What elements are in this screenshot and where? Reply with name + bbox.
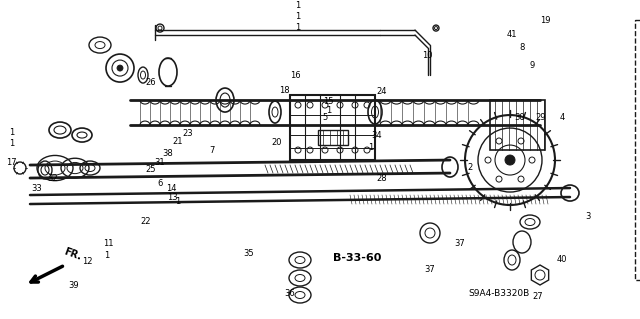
- Text: 11: 11: [104, 239, 114, 248]
- Text: 6: 6: [157, 179, 163, 188]
- Text: 7: 7: [210, 146, 215, 155]
- Text: 31: 31: [155, 158, 165, 167]
- Text: 1: 1: [9, 128, 14, 137]
- Text: 26: 26: [145, 78, 156, 87]
- Circle shape: [505, 155, 515, 165]
- Text: 39: 39: [68, 281, 79, 290]
- Text: 20: 20: [272, 138, 282, 147]
- Text: 35: 35: [243, 249, 253, 258]
- Text: 15: 15: [323, 97, 333, 106]
- Text: 33: 33: [32, 184, 42, 193]
- Circle shape: [117, 65, 123, 71]
- Text: 1: 1: [9, 139, 14, 148]
- Bar: [635, 20, 640, 280]
- Text: 17: 17: [6, 158, 17, 167]
- Bar: [290, 95, 375, 160]
- Text: 30: 30: [515, 113, 525, 122]
- Text: 38: 38: [163, 149, 173, 158]
- Text: 28: 28: [377, 174, 387, 182]
- Text: B-33-60: B-33-60: [333, 253, 381, 263]
- Text: 1: 1: [369, 143, 374, 152]
- Text: 34: 34: [371, 131, 381, 140]
- Text: FR.: FR.: [62, 247, 83, 262]
- Text: 3: 3: [585, 212, 590, 221]
- Bar: [318, 130, 348, 145]
- Text: 16: 16: [291, 71, 301, 80]
- Text: 2: 2: [468, 163, 473, 172]
- Text: 8: 8: [519, 43, 524, 52]
- Text: 1: 1: [295, 1, 300, 10]
- Text: 36: 36: [284, 289, 294, 298]
- Text: S9A4-B3320B: S9A4-B3320B: [468, 289, 530, 298]
- Text: 5: 5: [323, 113, 328, 122]
- Text: 14: 14: [166, 184, 177, 193]
- Text: 13: 13: [168, 193, 178, 202]
- Text: 29: 29: [536, 113, 546, 122]
- Text: 18: 18: [280, 85, 290, 94]
- Text: 24: 24: [377, 87, 387, 96]
- Text: 32: 32: [47, 174, 58, 182]
- Text: 1: 1: [326, 106, 331, 115]
- Text: 41: 41: [507, 30, 517, 39]
- Bar: [490, 100, 545, 150]
- Text: 1: 1: [295, 12, 300, 21]
- Text: 1: 1: [175, 197, 180, 206]
- Text: 27: 27: [532, 292, 543, 301]
- Text: 37: 37: [425, 265, 435, 274]
- Text: 37: 37: [454, 239, 465, 248]
- Text: 23: 23: [182, 129, 193, 138]
- Text: 4: 4: [559, 113, 564, 122]
- Text: 12: 12: [83, 257, 93, 266]
- Text: 10: 10: [422, 51, 433, 60]
- Text: 21: 21: [173, 137, 183, 146]
- Text: 19: 19: [540, 16, 550, 25]
- Text: 22: 22: [141, 217, 151, 226]
- Text: 1: 1: [104, 251, 109, 260]
- Text: 25: 25: [145, 165, 156, 174]
- Text: 40: 40: [557, 255, 567, 263]
- Text: 9: 9: [530, 61, 535, 70]
- Text: 1: 1: [295, 23, 300, 32]
